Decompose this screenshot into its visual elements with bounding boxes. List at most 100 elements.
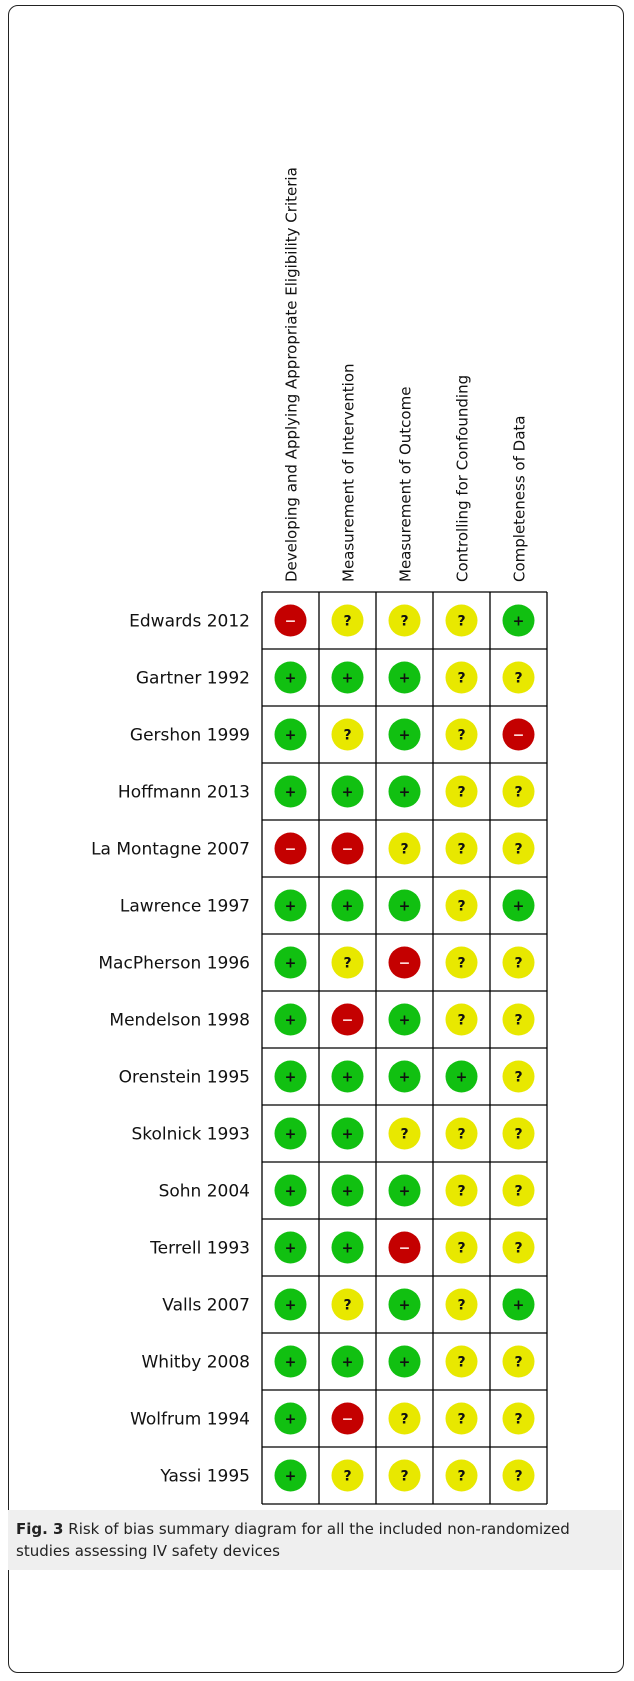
rating-symbol: −: [342, 1013, 354, 1029]
column-header: Developing and Applying Appropriate Elig…: [283, 167, 301, 582]
rating-symbol: ?: [343, 1298, 351, 1314]
study-label: MacPherson 1996: [98, 954, 250, 974]
rating-symbol: ?: [457, 1013, 465, 1029]
rating-circle: [502, 832, 535, 865]
rating-circle: [331, 661, 364, 694]
rating-circle: [274, 889, 307, 922]
rating-circle: [274, 718, 307, 751]
rating-symbol: +: [285, 1241, 297, 1257]
rating-symbol: +: [399, 1070, 411, 1086]
rating-symbol: +: [285, 956, 297, 972]
rating-circle: [445, 1231, 478, 1264]
rating-symbol: ?: [457, 842, 465, 858]
rating-circle: [502, 1231, 535, 1264]
rating-symbol: +: [285, 785, 297, 801]
column-header: Measurement of Intervention: [340, 363, 358, 582]
rating-circle: [388, 718, 421, 751]
rating-circle: [445, 946, 478, 979]
rating-circle: [445, 718, 478, 751]
rating-symbol: ?: [514, 1127, 522, 1143]
rating-symbol: +: [342, 899, 354, 915]
rating-circle: [502, 718, 535, 751]
rating-circle: [274, 832, 307, 865]
rating-circle: [502, 1174, 535, 1207]
rating-symbol: −: [399, 1241, 411, 1257]
rating-circle: [331, 1174, 364, 1207]
caption: Fig. 3 Risk of bias summary diagram for …: [8, 1510, 622, 1570]
rating-symbol: +: [285, 1184, 297, 1200]
rating-symbol: +: [285, 1013, 297, 1029]
rating-symbol: +: [399, 1355, 411, 1371]
rating-circle: [331, 1231, 364, 1264]
rating-symbol: +: [285, 1127, 297, 1143]
rating-symbol: +: [399, 671, 411, 687]
study-label: Gartner 1992: [136, 669, 250, 689]
rating-circle: [388, 1117, 421, 1150]
rating-symbol: ?: [457, 1184, 465, 1200]
rating-symbol: +: [342, 1184, 354, 1200]
rating-symbol: +: [456, 1070, 468, 1086]
rating-symbol: ?: [457, 785, 465, 801]
rating-circle: [445, 604, 478, 637]
rating-symbol: +: [399, 785, 411, 801]
rating-circle: [274, 661, 307, 694]
rating-symbol: ?: [457, 728, 465, 744]
rating-circle: [331, 1459, 364, 1492]
rating-circle: [502, 775, 535, 808]
rating-symbol: ?: [514, 1184, 522, 1200]
rating-symbol: +: [285, 899, 297, 915]
rating-symbol: +: [285, 1298, 297, 1314]
rating-symbol: ?: [457, 899, 465, 915]
rating-symbol: ?: [400, 842, 408, 858]
rating-symbol: ?: [514, 785, 522, 801]
rating-symbol: +: [285, 1355, 297, 1371]
rating-circle: [388, 1459, 421, 1492]
study-label: Hoffmann 2013: [118, 783, 250, 803]
rating-symbol: +: [399, 899, 411, 915]
rating-symbol: ?: [514, 1013, 522, 1029]
rating-circle: [331, 604, 364, 637]
rating-symbol: −: [513, 728, 525, 744]
rating-symbol: +: [285, 1412, 297, 1428]
rating-circle: [445, 1060, 478, 1093]
study-label: Skolnick 1993: [131, 1125, 250, 1145]
rating-symbol: −: [285, 614, 297, 630]
study-label: La Montagne 2007: [91, 840, 250, 860]
rating-symbol: ?: [457, 1298, 465, 1314]
rating-circle: [331, 1402, 364, 1435]
rating-symbol: +: [399, 728, 411, 744]
rating-circle: [388, 889, 421, 922]
rating-circle: [502, 1003, 535, 1036]
rating-circle: [274, 946, 307, 979]
rating-circle: [445, 1459, 478, 1492]
rating-circle: [331, 889, 364, 922]
rating-symbol: ?: [457, 1412, 465, 1428]
rating-symbol: ?: [457, 1241, 465, 1257]
rating-symbol: ?: [514, 1355, 522, 1371]
rating-circle: [502, 661, 535, 694]
rating-circle: [331, 1288, 364, 1321]
rating-symbol: ?: [457, 671, 465, 687]
rating-circle: [274, 1231, 307, 1264]
rating-circle: [274, 1174, 307, 1207]
rating-symbol: −: [342, 842, 354, 858]
rating-circle: [274, 1288, 307, 1321]
rating-circle: [331, 1117, 364, 1150]
rating-symbol: ?: [400, 1127, 408, 1143]
rating-symbol: −: [285, 842, 297, 858]
caption-text: Risk of bias summary diagram for all the…: [16, 1520, 570, 1560]
study-label: Orenstein 1995: [119, 1068, 250, 1088]
rating-circle: [388, 1003, 421, 1036]
study-label: Mendelson 1998: [109, 1011, 250, 1031]
rating-circle: [388, 832, 421, 865]
rating-symbol: ?: [514, 1241, 522, 1257]
rating-circle: [502, 1060, 535, 1093]
study-label: Gershon 1999: [130, 726, 250, 746]
rating-circle: [274, 1402, 307, 1435]
study-label: Sohn 2004: [159, 1182, 250, 1202]
rating-symbol: ?: [514, 956, 522, 972]
study-label: Lawrence 1997: [120, 897, 250, 917]
rating-symbol: +: [285, 671, 297, 687]
figure-frame: [8, 5, 624, 1673]
rating-symbol: +: [342, 1070, 354, 1086]
